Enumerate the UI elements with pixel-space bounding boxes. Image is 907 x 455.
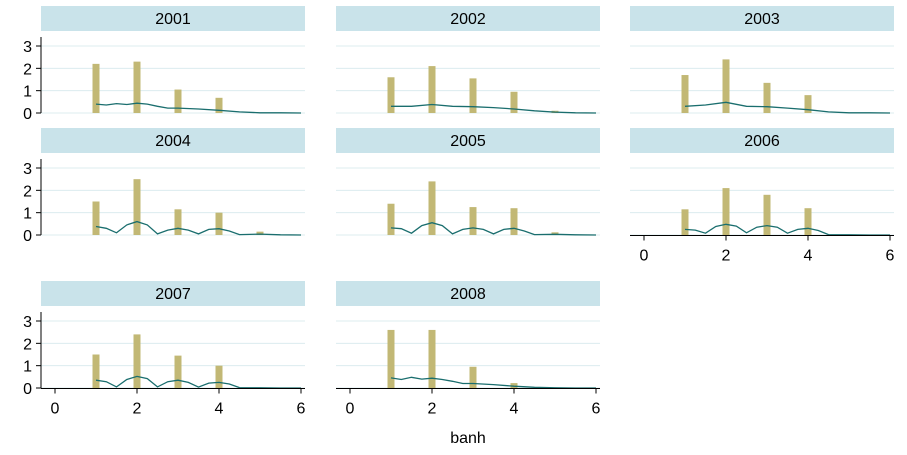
y-tick-label: 2 — [23, 61, 32, 78]
bar-x1 — [681, 75, 689, 113]
bar-x4 — [215, 212, 223, 235]
panel-2005: 2005 — [336, 128, 600, 236]
panel-title: 2007 — [155, 286, 191, 303]
panel-title: 2001 — [155, 11, 191, 28]
bar-x3 — [763, 82, 771, 113]
bar-x2 — [428, 66, 436, 113]
bar-x3 — [469, 78, 477, 113]
bar-x4 — [215, 97, 223, 113]
panel-header — [630, 6, 894, 31]
panel-2004: 2004 0 1 2 3 — [23, 128, 305, 245]
panel-header — [336, 128, 600, 153]
x-axis-title: banh — [450, 430, 486, 447]
density-line — [390, 222, 597, 236]
x-tick-label: 2 — [428, 401, 437, 418]
panel-header — [41, 6, 305, 31]
panel-2001: 2001 0 1 2 3 — [23, 6, 305, 123]
panel-2003: 2003 — [630, 6, 894, 114]
bar-x5 — [256, 231, 264, 235]
x-tick-label: 6 — [297, 401, 306, 418]
density-line — [684, 223, 890, 236]
y-tick-label: 2 — [23, 336, 32, 353]
bar-x4 — [510, 208, 518, 235]
bar-x2 — [133, 179, 141, 235]
x-tick-label: 4 — [804, 248, 813, 265]
bar-x3 — [174, 209, 182, 235]
panel-title: 2005 — [450, 133, 486, 150]
bar-x1 — [681, 209, 689, 235]
panel-title: 2002 — [450, 11, 486, 28]
bar-x4 — [510, 91, 518, 113]
y-tick-label: 3 — [23, 314, 32, 331]
bar-x3 — [763, 194, 771, 235]
y-tick-label: 3 — [23, 39, 32, 56]
bar-x2 — [133, 334, 141, 388]
panel-header — [336, 281, 600, 306]
x-tick-label: 0 — [640, 248, 649, 265]
density-line — [95, 375, 301, 389]
x-tick-label: 2 — [133, 401, 142, 418]
density-line — [95, 220, 302, 236]
bar-x2 — [428, 181, 436, 235]
panel-header — [41, 281, 305, 306]
panel-title: 2008 — [450, 286, 486, 303]
x-tick-label: 6 — [592, 401, 601, 418]
bar-x4 — [215, 365, 223, 388]
y-tick-label: 2 — [23, 183, 32, 200]
bar-x1 — [92, 201, 100, 235]
x-tick-label: 0 — [51, 401, 60, 418]
density-line — [684, 101, 891, 114]
bar-x2 — [722, 188, 730, 235]
panel-title: 2004 — [155, 133, 191, 150]
panel-header — [630, 128, 894, 153]
x-tick-label: 6 — [886, 248, 895, 265]
bar-x1 — [92, 63, 100, 113]
bar-x2 — [133, 61, 141, 113]
panel-2006: 2006 0 2 4 6 — [630, 128, 895, 265]
y-tick-label: 1 — [23, 84, 32, 101]
bar-x1 — [387, 329, 395, 388]
panel-header — [41, 128, 305, 153]
bar-x4 — [804, 208, 812, 235]
bar-x3 — [174, 89, 182, 113]
density-line — [95, 102, 302, 114]
panel-2007: 2007 0 1 2 3 0 2 4 6 — [23, 281, 306, 418]
y-tick-label: 0 — [23, 106, 32, 123]
bar-x3 — [174, 355, 182, 388]
x-tick-label: 2 — [722, 248, 731, 265]
density-line — [391, 103, 597, 114]
y-tick-label: 1 — [23, 206, 32, 223]
panel-2002: 2002 — [336, 6, 600, 114]
panel-header — [336, 6, 600, 31]
bar-x3 — [469, 366, 477, 388]
panel-2008: 2008 0 2 4 6 — [336, 281, 601, 418]
x-tick-label: 0 — [346, 401, 355, 418]
bar-x1 — [387, 203, 395, 235]
bar-x1 — [387, 77, 395, 113]
bar-x4 — [804, 95, 812, 113]
y-tick-label: 0 — [23, 228, 32, 245]
x-tick-label: 4 — [215, 401, 224, 418]
bar-x3 — [469, 207, 477, 235]
y-tick-label: 0 — [23, 381, 32, 398]
y-tick-label: 3 — [23, 161, 32, 178]
x-tick-label: 4 — [510, 401, 519, 418]
density-line — [390, 376, 596, 389]
panel-title: 2003 — [744, 11, 780, 28]
panel-title: 2006 — [744, 133, 780, 150]
bar-x4 — [510, 383, 518, 388]
bar-x1 — [92, 354, 100, 388]
bar-x2 — [722, 59, 730, 113]
bar-x2 — [428, 329, 436, 388]
y-tick-label: 1 — [23, 359, 32, 376]
